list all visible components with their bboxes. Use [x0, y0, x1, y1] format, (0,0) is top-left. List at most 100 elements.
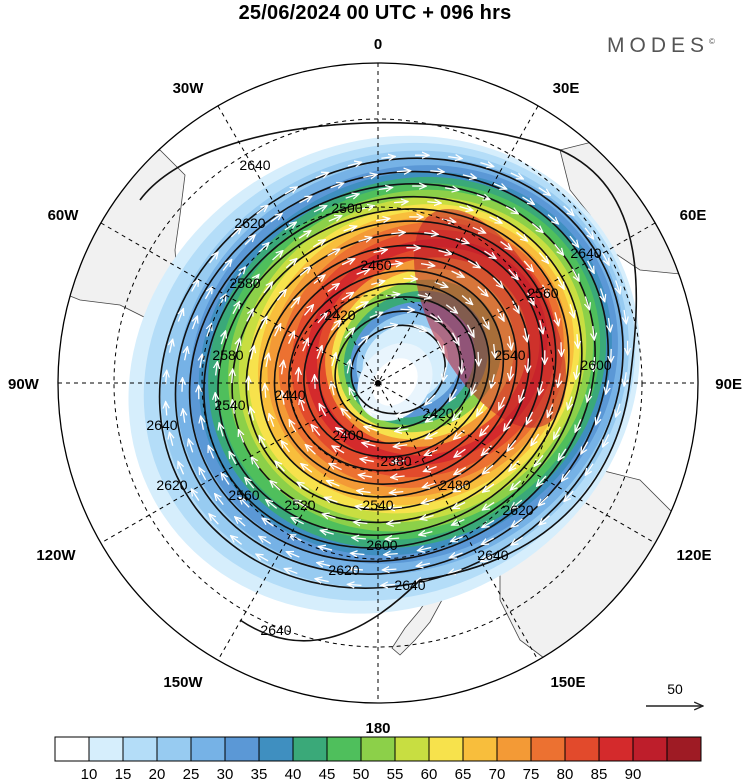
wind-vector [349, 388, 357, 401]
wind-vector [355, 302, 368, 309]
wind-vector [412, 180, 426, 192]
wind-vector [462, 170, 477, 183]
wind-vector [197, 416, 207, 430]
wind-vector [215, 492, 224, 506]
wind-vector [270, 214, 283, 223]
wind-vector [272, 251, 285, 261]
wind-vector [290, 297, 302, 309]
wind-vector [231, 533, 243, 545]
wind-vector [329, 460, 342, 471]
wind-vector [543, 404, 557, 417]
contour-label: 2480 [439, 477, 470, 493]
colorbar-box [428, 736, 464, 762]
colorbar-tick-label: 45 [319, 766, 336, 782]
colorbar-tick-label: 90 [625, 766, 642, 782]
wind-vector [217, 423, 226, 437]
wind-vector [210, 362, 222, 376]
wind-vector [317, 312, 330, 324]
lon-label-180: 180 [365, 720, 390, 737]
wind-vector [476, 190, 490, 204]
colorbar-box [360, 736, 396, 762]
wind-vector [381, 152, 395, 162]
wind-vector [278, 391, 288, 405]
wind-vector [217, 331, 230, 345]
wind-vector [477, 286, 488, 298]
colorbar-box [394, 736, 430, 762]
wind-vector [357, 485, 371, 498]
wind-vector [347, 159, 362, 168]
wind-vector [504, 439, 517, 451]
wind-vector [229, 452, 237, 465]
wind-vector [258, 243, 271, 253]
colorbar-tick-label: 70 [489, 766, 506, 782]
wind-vector [554, 243, 564, 256]
lon-label-60w: 60W [48, 207, 80, 224]
wind-vector [453, 484, 466, 492]
wind-vector [284, 564, 298, 578]
wind-vector [582, 463, 594, 476]
wind-vector [160, 370, 172, 385]
wind-vector [367, 405, 380, 419]
wind-vector [344, 328, 357, 339]
wind-vector [455, 234, 469, 248]
contour-label: 2560 [527, 285, 558, 301]
wind-vector [285, 259, 299, 269]
wind-vector [261, 353, 274, 367]
wind-vector [180, 347, 193, 361]
wind-vector [622, 340, 634, 355]
wind-vector [286, 548, 300, 562]
wind-vector [536, 495, 549, 506]
wind-vector [583, 296, 592, 309]
wind-vector [355, 501, 370, 513]
wind-vector [526, 292, 535, 305]
wind-vector [395, 425, 409, 435]
wind-vector [299, 267, 312, 277]
wind-vector [235, 514, 246, 527]
wind-vector [481, 554, 494, 562]
wind-vector [577, 441, 589, 454]
wind-vector [388, 259, 403, 270]
wind-vector [369, 311, 383, 319]
wind-vector [424, 449, 438, 456]
wind-vector [326, 476, 340, 490]
page-title: 25/06/2024 00 UTC + 096 hrs [238, 2, 512, 24]
wind-vector [328, 382, 338, 396]
wind-vector [523, 260, 533, 273]
wind-vector [327, 283, 340, 293]
wind-vector [393, 441, 408, 451]
wind-vector [555, 448, 567, 461]
contour-label: 2620 [234, 215, 265, 231]
wind-vector [448, 567, 462, 575]
wind-vector [263, 282, 275, 294]
contour-label: 2400 [332, 427, 363, 443]
contour-labels: 2640 2620 2580 2580 2540 2560 2520 2380 2400 2460… [146, 157, 611, 638]
colorbar-tick-label: 40 [285, 766, 302, 782]
wind-vector [553, 373, 566, 387]
wind-vector [409, 211, 423, 223]
height-contour [203, 195, 583, 549]
wind-vector [275, 459, 285, 472]
wind-vector [309, 375, 320, 389]
contour-label: 2620 [502, 502, 533, 518]
wind-vector [430, 165, 444, 177]
wind-vector [259, 436, 267, 449]
wind-vector [425, 431, 438, 439]
wind-vector [421, 497, 435, 506]
contour-label: 2580 [212, 347, 243, 363]
wind-vector [387, 518, 401, 529]
colorbar-box [122, 736, 158, 762]
wind-vector [222, 259, 234, 271]
wind-vector [569, 235, 579, 248]
wind-vector [509, 480, 522, 490]
wind-vector [416, 560, 430, 570]
wind-vector [328, 215, 342, 222]
wind-vector [452, 501, 466, 509]
wind-vector [522, 196, 534, 208]
wind-vectors [89, 75, 703, 666]
wind-vector [186, 439, 195, 453]
wind-vector [199, 467, 207, 481]
wind-vector [586, 260, 595, 273]
wind-vector [362, 438, 376, 451]
wind-vector [406, 242, 420, 254]
colorbar-tick-label: 50 [353, 766, 370, 782]
